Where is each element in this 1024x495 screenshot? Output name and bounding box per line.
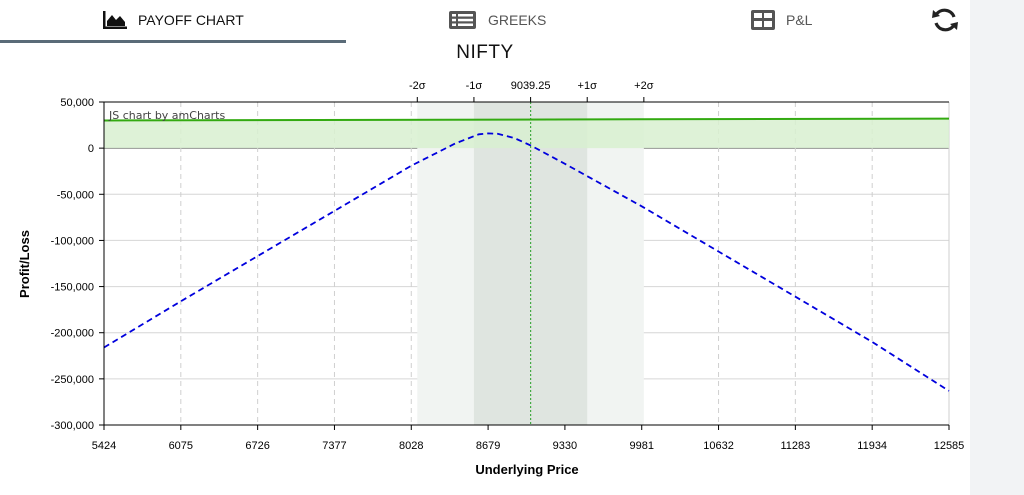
- y-tick-label: -200,000: [51, 328, 94, 340]
- payoff-line: [103, 132, 950, 392]
- tab-pnl-label: P&L: [786, 12, 813, 28]
- x-tick-label: 10632: [703, 440, 734, 452]
- refresh-icon: [932, 8, 958, 32]
- tab-pnl[interactable]: P&L: [750, 0, 812, 40]
- tab-payoff-chart[interactable]: PAYOFF CHART: [102, 0, 244, 40]
- y-tick-label: 50,000: [60, 97, 94, 109]
- x-tick-label: 8679: [476, 440, 500, 452]
- x-axis-title: Underlying Price: [475, 462, 578, 477]
- target-payoff-line: [103, 117, 950, 122]
- payoff-chart: 50,000 0 -50,000 -100,000 -150,000 -200,000 -2…: [17, 80, 965, 477]
- active-tab-indicator: [0, 40, 346, 43]
- y-axis-title: Profit/Loss: [17, 230, 32, 298]
- tab-payoff-chart-label: PAYOFF CHART: [138, 12, 244, 28]
- tab-greeks-label: GREEKS: [488, 12, 547, 28]
- chart-credit: JS chart by amCharts: [108, 109, 225, 122]
- profit-zone-fill: [104, 118, 949, 149]
- y-tick-label: -100,000: [51, 235, 94, 247]
- y-tick-label: -50,000: [57, 189, 94, 201]
- right-panel-strip: [970, 0, 1024, 495]
- tab-greeks[interactable]: GREEKS: [448, 0, 546, 40]
- sigma-label: +2σ: [634, 80, 654, 92]
- y-tick-label: -150,000: [51, 282, 94, 294]
- y-tick-label: -250,000: [51, 374, 94, 386]
- sigma-label: +1σ: [578, 80, 598, 92]
- y-tick-label: -300,000: [51, 420, 94, 432]
- x-tick-label: 9981: [629, 440, 653, 452]
- chart-title: NIFTY: [456, 42, 514, 63]
- list-icon: [449, 11, 476, 29]
- x-tick-label: 12585: [934, 440, 965, 452]
- x-tick-label: 11934: [857, 440, 887, 452]
- sigma-label: -2σ: [409, 80, 426, 92]
- x-tick-label: 6075: [169, 440, 193, 452]
- x-tick-label: 6726: [245, 440, 269, 452]
- x-tick-label: 7377: [322, 440, 346, 452]
- x-tick-label: 11283: [780, 440, 810, 452]
- x-tick-label: 8028: [399, 440, 423, 452]
- sigma-label: 9039.25: [511, 80, 551, 92]
- x-tick-label: 9330: [553, 440, 577, 452]
- y-tick-label: 0: [88, 143, 94, 155]
- x-tick-label: 5424: [92, 440, 116, 452]
- grid-table-icon: [751, 10, 775, 30]
- sigma-label: -1σ: [466, 80, 483, 92]
- chart-tabs: PAYOFF CHART GREEKS P&L: [0, 0, 970, 44]
- refresh-button[interactable]: [930, 6, 960, 34]
- area-chart-icon: [103, 11, 127, 29]
